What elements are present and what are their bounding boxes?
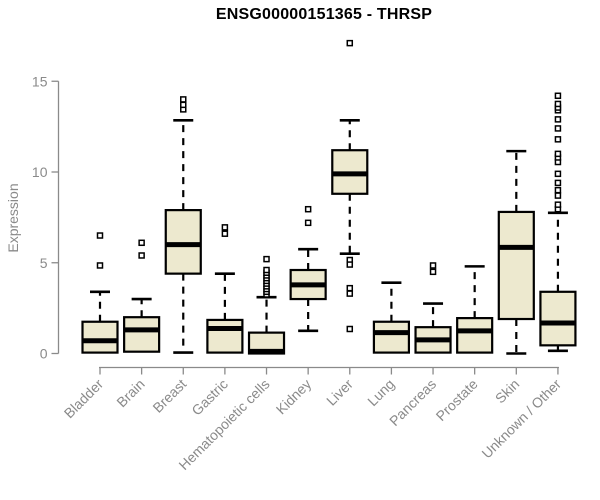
outlier-point xyxy=(138,239,145,247)
outlier-point xyxy=(554,179,562,187)
outlier-point xyxy=(554,201,562,208)
outlier-point xyxy=(263,266,270,274)
outlier-point xyxy=(429,268,437,276)
outlier-point xyxy=(554,136,562,143)
x-category-label: Bladder xyxy=(61,376,107,422)
outlier-point xyxy=(346,284,354,292)
x-category-label: Liver xyxy=(323,376,356,409)
outlier-point xyxy=(180,96,187,103)
outlier-point xyxy=(554,116,562,123)
outlier-point xyxy=(429,262,437,269)
x-category-label: Prostate xyxy=(433,376,481,424)
outlier-point xyxy=(304,205,312,213)
box-unknown-other xyxy=(539,290,577,347)
x-category-label: Unknown / Other xyxy=(478,376,564,462)
box-breast xyxy=(164,209,202,275)
x-category-label: Kidney xyxy=(273,376,315,418)
outlier-point xyxy=(96,262,104,269)
outlier-point xyxy=(221,224,229,231)
box-prostate xyxy=(456,317,494,354)
x-category-label: Lung xyxy=(364,376,397,409)
x-category-label: Brain xyxy=(113,376,147,410)
y-tick-label: 0 xyxy=(40,346,48,362)
box-skin xyxy=(497,210,535,321)
outlier-point xyxy=(263,255,270,263)
outlier-point xyxy=(554,186,562,194)
outlier-point xyxy=(554,100,562,108)
outlier-point xyxy=(346,261,354,268)
box-gastric xyxy=(206,318,244,354)
outlier-point xyxy=(138,252,145,259)
y-tick-label: 5 xyxy=(40,255,48,271)
outlier-point xyxy=(221,230,229,237)
outlier-point xyxy=(554,150,562,158)
outlier-point xyxy=(180,101,187,109)
outlier-point xyxy=(554,125,562,132)
chart-title: ENSG00000151365 - THRSP xyxy=(215,6,433,23)
outlier-point xyxy=(554,92,562,100)
y-tick-label: 15 xyxy=(32,73,48,89)
box-brain xyxy=(123,316,161,353)
box-lung xyxy=(372,320,411,354)
outlier-point xyxy=(346,290,354,297)
x-category-label: Breast xyxy=(149,376,189,416)
y-tick-label: 10 xyxy=(32,164,48,180)
outlier-point xyxy=(346,325,354,333)
outlier-point xyxy=(304,219,312,227)
outlier-point xyxy=(554,170,562,178)
outlier-point xyxy=(346,39,354,47)
x-category-label: Skin xyxy=(492,376,523,407)
outlier-point xyxy=(96,232,104,239)
box-bladder xyxy=(81,320,119,354)
outlier-point xyxy=(554,192,562,199)
